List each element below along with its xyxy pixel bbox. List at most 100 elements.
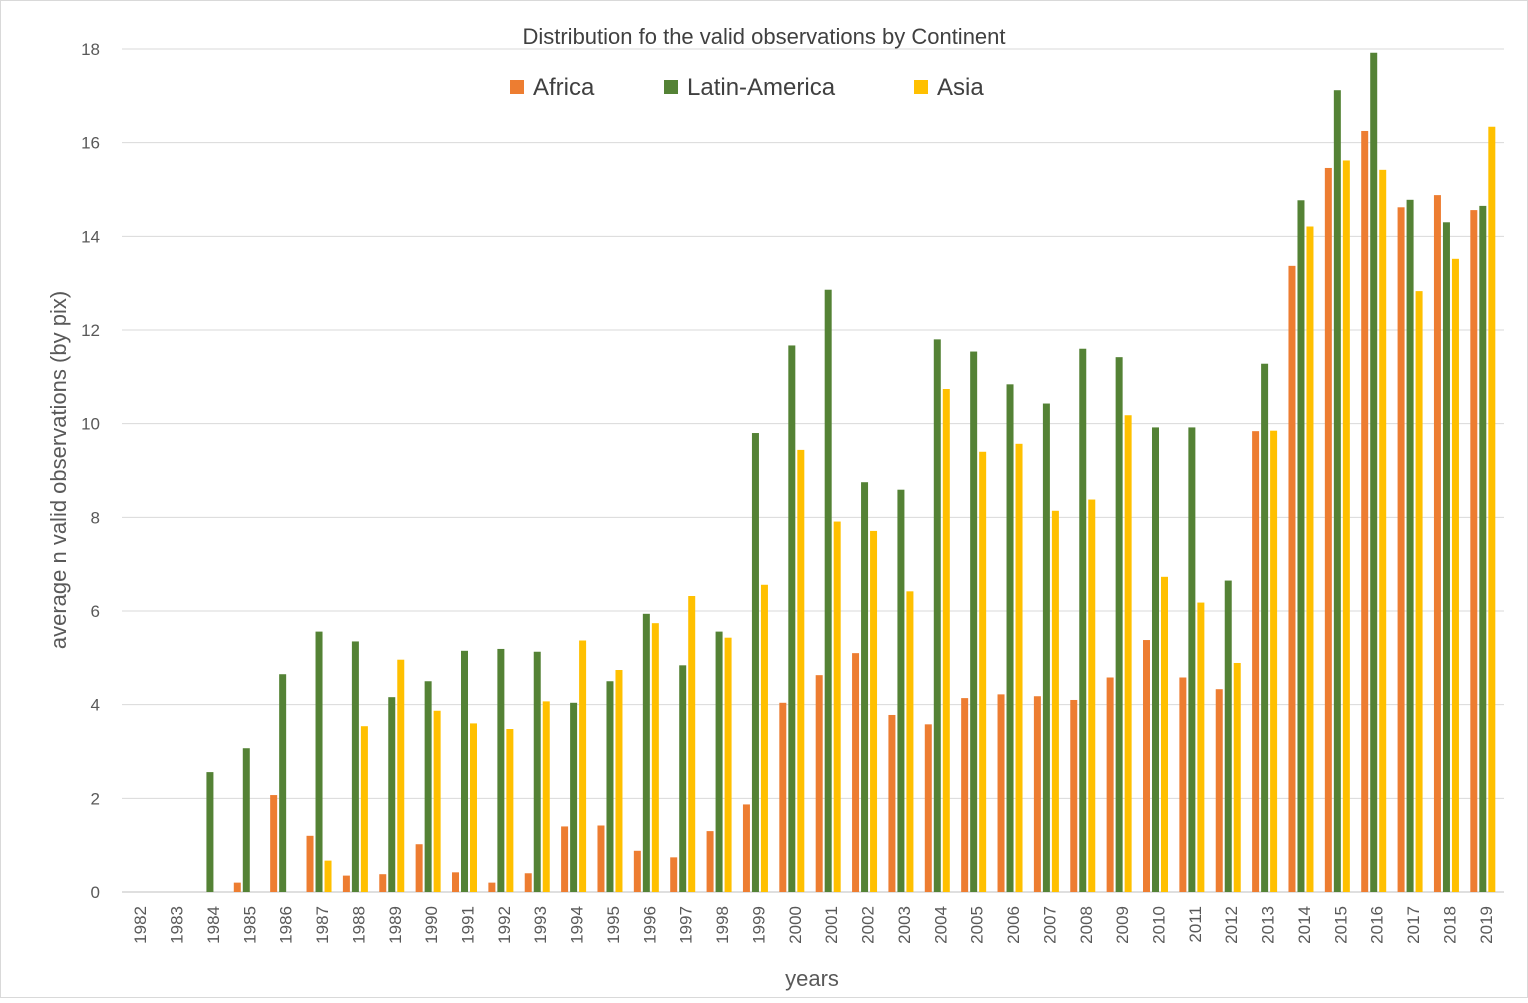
x-tick-label: 1984 bbox=[204, 906, 223, 944]
bar-asia-2007 bbox=[1051, 510, 1059, 892]
bar-latin-america-1997 bbox=[679, 665, 687, 892]
bar-asia-2004 bbox=[942, 389, 950, 892]
x-tick-label: 2018 bbox=[1440, 906, 1459, 944]
bar-latin-america-2001 bbox=[824, 289, 832, 892]
bar-asia-1992 bbox=[506, 729, 514, 892]
bar-asia-2015 bbox=[1342, 160, 1350, 893]
bar-africa-2003 bbox=[888, 714, 896, 892]
x-tick-label: 1982 bbox=[131, 906, 150, 944]
bar-latin-america-2004 bbox=[933, 339, 941, 892]
y-axis-ticks: 0 2 4 6 8 10 12 14 16 18 bbox=[81, 40, 100, 902]
bar-latin-america-1990 bbox=[424, 681, 432, 892]
x-tick-label: 2008 bbox=[1077, 906, 1096, 944]
bar-latin-america-1994 bbox=[570, 702, 578, 892]
bar-asia-2009 bbox=[1124, 415, 1132, 892]
x-tick-label: 1996 bbox=[640, 906, 659, 944]
x-tick-label: 1994 bbox=[568, 906, 587, 944]
bar-asia-1988 bbox=[360, 726, 368, 892]
bar-africa-1991 bbox=[452, 872, 459, 892]
x-tick-label: 2003 bbox=[895, 906, 914, 944]
bar-asia-1989 bbox=[397, 659, 405, 892]
bar-asia-2019 bbox=[1488, 126, 1496, 892]
bar-asia-1991 bbox=[470, 723, 477, 892]
x-tick-label: 2007 bbox=[1040, 906, 1059, 944]
bar-latin-america-2007 bbox=[1042, 403, 1050, 892]
bar-asia-2003 bbox=[906, 591, 914, 892]
bar-africa-2009 bbox=[1106, 677, 1114, 892]
bar-latin-america-2019 bbox=[1479, 205, 1487, 892]
bar-africa-1997 bbox=[670, 857, 678, 892]
legend-label: Latin-America bbox=[687, 74, 836, 101]
bar-latin-america-1986 bbox=[279, 674, 287, 892]
bar-africa-2001 bbox=[815, 675, 823, 892]
x-axis-title: years bbox=[785, 966, 839, 991]
y-tick-label: 14 bbox=[81, 227, 100, 246]
x-tick-label: 2001 bbox=[822, 906, 841, 944]
x-tick-label: 2016 bbox=[1368, 906, 1387, 944]
x-tick-label: 1991 bbox=[459, 906, 478, 944]
bar-africa-2002 bbox=[852, 653, 860, 892]
bar-asia-2017 bbox=[1415, 291, 1423, 893]
bar-asia-2008 bbox=[1088, 499, 1096, 892]
x-tick-label: 1990 bbox=[422, 906, 441, 944]
legend-label: Asia bbox=[937, 74, 984, 101]
chart-title: Distribution fo the valid observations b… bbox=[522, 24, 1005, 49]
y-axis-title: average n valid observations (by pix) bbox=[46, 291, 71, 649]
bar-africa-2004 bbox=[924, 724, 932, 892]
bar-asia-2001 bbox=[833, 521, 841, 892]
bar-asia-1997 bbox=[688, 596, 696, 892]
bar-asia-2013 bbox=[1270, 430, 1278, 892]
bar-latin-america-1992 bbox=[497, 648, 505, 892]
x-tick-label: 2002 bbox=[859, 906, 878, 944]
bar-asia-2006 bbox=[1015, 443, 1023, 892]
bar-africa-1994 bbox=[561, 826, 569, 892]
bar-africa-2008 bbox=[1070, 699, 1078, 892]
bar-africa-1993 bbox=[524, 873, 532, 892]
bar-africa-1999 bbox=[742, 804, 750, 892]
bar-africa-2015 bbox=[1324, 167, 1332, 892]
x-tick-label: 1989 bbox=[386, 906, 405, 944]
bar-africa-1987 bbox=[306, 835, 314, 892]
x-tick-label: 1986 bbox=[277, 906, 296, 944]
bar-asia-2002 bbox=[870, 530, 878, 892]
x-tick-label: 1983 bbox=[168, 906, 187, 944]
y-tick-label: 6 bbox=[91, 602, 100, 621]
bar-latin-america-2012 bbox=[1224, 580, 1232, 892]
x-tick-label: 2011 bbox=[1186, 906, 1205, 943]
bar-africa-2012 bbox=[1215, 689, 1223, 892]
bar-latin-america-1991 bbox=[461, 650, 468, 892]
x-tick-label: 1988 bbox=[349, 906, 368, 944]
y-tick-label: 16 bbox=[81, 134, 100, 153]
legend-label: Africa bbox=[533, 74, 595, 101]
bar-asia-1999 bbox=[760, 584, 768, 892]
bar-asia-1993 bbox=[542, 701, 550, 892]
bar-africa-1992 bbox=[488, 882, 496, 892]
bar-latin-america-2005 bbox=[970, 351, 978, 892]
x-tick-label: 1987 bbox=[313, 906, 332, 944]
legend: Africa Latin-America Asia bbox=[510, 74, 984, 101]
bars bbox=[206, 52, 1496, 893]
bar-africa-1998 bbox=[706, 831, 714, 892]
bar-latin-america-1998 bbox=[715, 631, 723, 892]
x-tick-label: 2013 bbox=[1259, 906, 1278, 944]
bar-latin-america-2000 bbox=[788, 345, 796, 893]
bar-asia-1990 bbox=[433, 710, 441, 892]
x-tick-label: 2006 bbox=[1004, 906, 1023, 944]
x-tick-label: 2017 bbox=[1404, 906, 1423, 944]
bar-africa-1996 bbox=[633, 850, 641, 892]
x-tick-label: 1993 bbox=[531, 906, 550, 944]
x-tick-label: 1985 bbox=[240, 906, 259, 944]
y-tick-label: 12 bbox=[81, 321, 100, 340]
bar-asia-1996 bbox=[651, 623, 659, 892]
bar-africa-1990 bbox=[415, 844, 423, 892]
bar-latin-america-2011 bbox=[1188, 427, 1196, 892]
bar-latin-america-2014 bbox=[1297, 200, 1305, 892]
bar-latin-america-2009 bbox=[1115, 357, 1123, 892]
bar-africa-1989 bbox=[379, 874, 387, 892]
bar-latin-america-1995 bbox=[606, 681, 614, 892]
x-tick-label: 2015 bbox=[1331, 906, 1350, 944]
bar-asia-2005 bbox=[979, 451, 987, 892]
bar-latin-america-1993 bbox=[533, 651, 541, 892]
